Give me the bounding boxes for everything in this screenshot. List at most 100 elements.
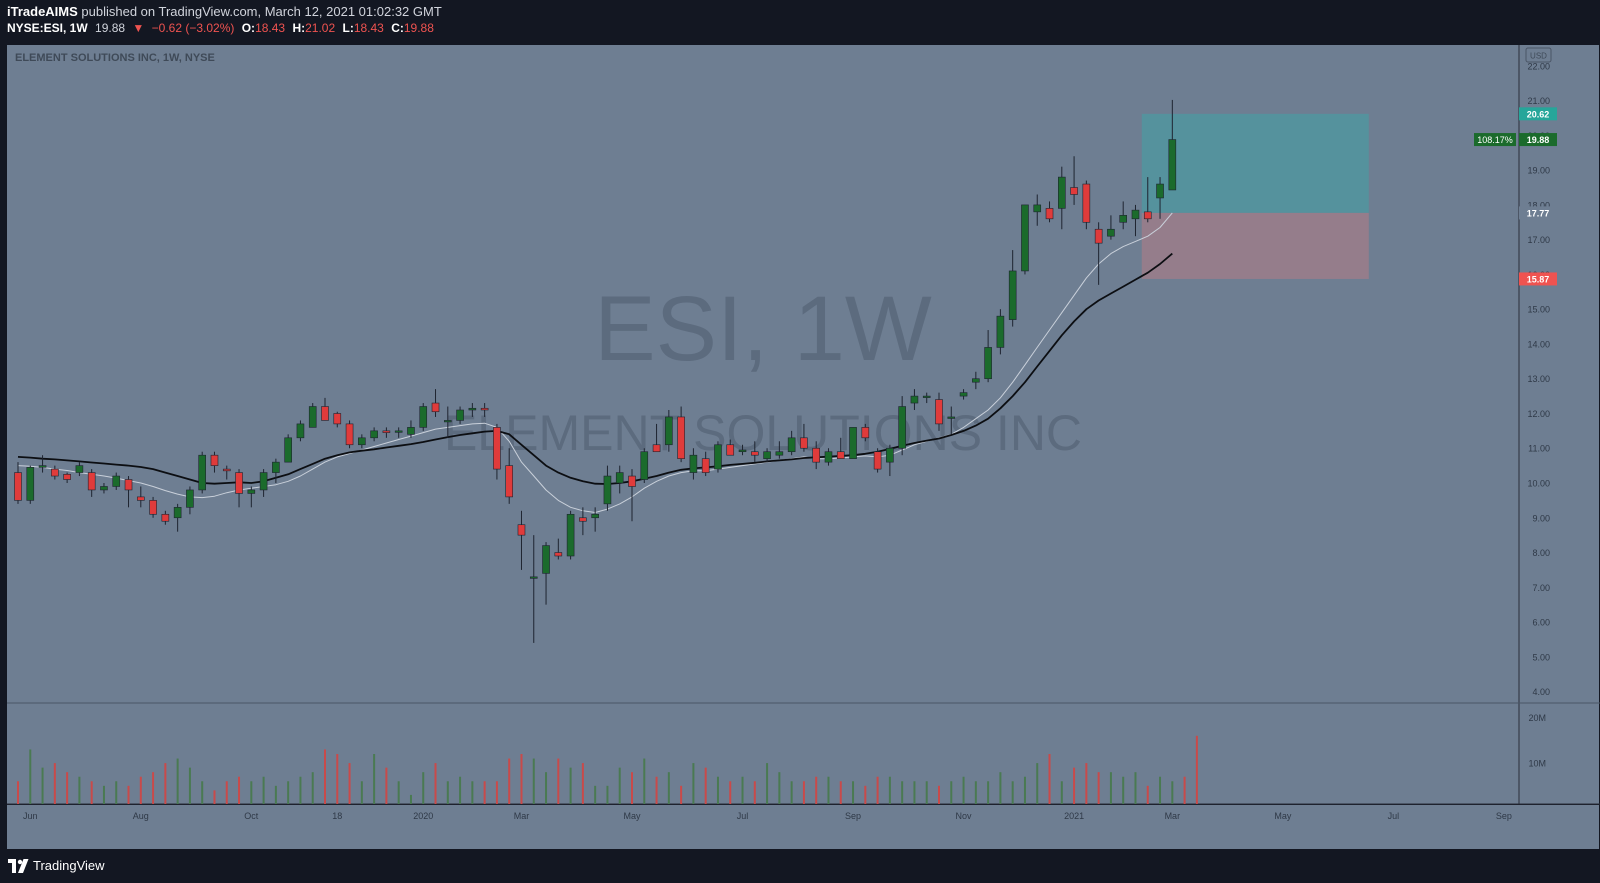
candle-body[interactable]: [370, 430, 378, 439]
candle-body[interactable]: [468, 407, 477, 411]
candle-body[interactable]: [333, 413, 342, 425]
tradingview-logo-icon[interactable]: [8, 859, 30, 873]
candle-body[interactable]: [1168, 139, 1177, 191]
candle-body[interactable]: [456, 409, 464, 421]
candle-body[interactable]: [407, 427, 415, 435]
candle-body[interactable]: [701, 458, 710, 473]
candle-body[interactable]: [1107, 228, 1115, 237]
price-chart[interactable]: ESI, 1W ELEMENT SOLUTIONS INC ELEMENT SOLU…: [0, 42, 1600, 850]
candle-body[interactable]: [652, 444, 661, 453]
candle-body[interactable]: [87, 472, 96, 491]
candle-body[interactable]: [566, 513, 575, 557]
candle-body[interactable]: [112, 475, 121, 487]
candle-body[interactable]: [137, 496, 145, 501]
target-zone[interactable]: [1141, 113, 1369, 213]
candle-body[interactable]: [665, 416, 673, 446]
candle-body[interactable]: [272, 461, 280, 473]
candle-body[interactable]: [186, 489, 194, 508]
symbol-label[interactable]: NYSE:ESI, 1W: [7, 21, 88, 35]
candle-body[interactable]: [394, 430, 403, 433]
candle-body[interactable]: [898, 406, 906, 449]
candle-body[interactable]: [886, 447, 894, 463]
candle-body[interactable]: [1058, 176, 1066, 209]
stop-zone[interactable]: [1141, 212, 1369, 279]
candle-body[interactable]: [14, 472, 22, 501]
candle-body[interactable]: [947, 416, 956, 419]
candle-body[interactable]: [824, 451, 833, 463]
candle-body[interactable]: [738, 449, 747, 453]
price-axis[interactable]: [1519, 45, 1599, 804]
candle-body[interactable]: [996, 315, 1005, 348]
candle-body[interactable]: [529, 576, 538, 579]
candle-body[interactable]: [149, 500, 157, 515]
candle-body[interactable]: [284, 437, 292, 463]
candle-body[interactable]: [873, 451, 882, 470]
candle-body[interactable]: [922, 395, 931, 398]
candle-body[interactable]: [1131, 209, 1140, 220]
currency-box[interactable]: [1525, 47, 1552, 63]
candle-body[interactable]: [972, 378, 980, 383]
candle-body[interactable]: [382, 430, 391, 433]
candle-body[interactable]: [750, 451, 759, 456]
candle-body[interactable]: [1156, 183, 1164, 199]
tradingview-brand[interactable]: TradingView: [33, 858, 105, 873]
candle-body[interactable]: [198, 454, 206, 491]
candle-body[interactable]: [63, 474, 71, 480]
candle-body[interactable]: [1033, 204, 1042, 213]
candle-body[interactable]: [628, 475, 636, 487]
candle-body[interactable]: [38, 465, 47, 468]
candle-body[interactable]: [1119, 215, 1127, 223]
candle-body[interactable]: [1008, 270, 1017, 320]
candle-body[interactable]: [935, 399, 943, 425]
candle-body[interactable]: [345, 423, 354, 446]
candle-body[interactable]: [1045, 208, 1054, 220]
candle-body[interactable]: [308, 406, 317, 428]
candle-body[interactable]: [296, 423, 305, 439]
candle-body[interactable]: [836, 451, 845, 459]
candle-body[interactable]: [321, 406, 329, 421]
candle-body[interactable]: [763, 451, 771, 459]
candle-body[interactable]: [173, 507, 182, 519]
candle-body[interactable]: [75, 465, 84, 473]
candle-body[interactable]: [100, 486, 108, 491]
candle-body[interactable]: [431, 402, 440, 413]
candle-body[interactable]: [1070, 187, 1078, 195]
candle-body[interactable]: [579, 517, 587, 522]
candle-body[interactable]: [259, 472, 268, 491]
candle-body[interactable]: [161, 513, 170, 522]
candle-body[interactable]: [1021, 204, 1029, 272]
candle-body[interactable]: [26, 467, 35, 501]
candle-body[interactable]: [1082, 183, 1091, 223]
candle-body[interactable]: [1143, 211, 1152, 220]
candle-body[interactable]: [247, 489, 256, 494]
candle-body[interactable]: [726, 444, 735, 456]
candle-body[interactable]: [849, 427, 857, 459]
candle-body[interactable]: [787, 437, 796, 453]
candle-body[interactable]: [910, 395, 919, 404]
candle-body[interactable]: [775, 451, 784, 456]
candle-body[interactable]: [51, 468, 59, 477]
candle-body[interactable]: [689, 454, 698, 473]
candle-body[interactable]: [443, 420, 452, 423]
candle-body[interactable]: [419, 406, 428, 428]
candle-body[interactable]: [235, 472, 243, 494]
candle-body[interactable]: [554, 552, 563, 557]
candle-body[interactable]: [714, 444, 722, 470]
candle-body[interactable]: [812, 447, 821, 463]
candle-body[interactable]: [124, 479, 133, 491]
candle-body[interactable]: [480, 407, 489, 411]
candle-body[interactable]: [505, 465, 514, 498]
candle-body[interactable]: [603, 475, 612, 505]
candle-body[interactable]: [640, 451, 649, 480]
candle-body[interactable]: [959, 392, 968, 397]
candle-body[interactable]: [677, 416, 685, 459]
candle-body[interactable]: [517, 524, 526, 536]
candle-body[interactable]: [493, 427, 501, 470]
candle-body[interactable]: [1094, 228, 1103, 244]
candle-body[interactable]: [542, 545, 550, 574]
candle-body[interactable]: [984, 347, 992, 380]
candle-body[interactable]: [861, 427, 870, 439]
candle-body[interactable]: [222, 468, 231, 472]
candle-body[interactable]: [615, 472, 624, 484]
candle-body[interactable]: [358, 437, 366, 446]
